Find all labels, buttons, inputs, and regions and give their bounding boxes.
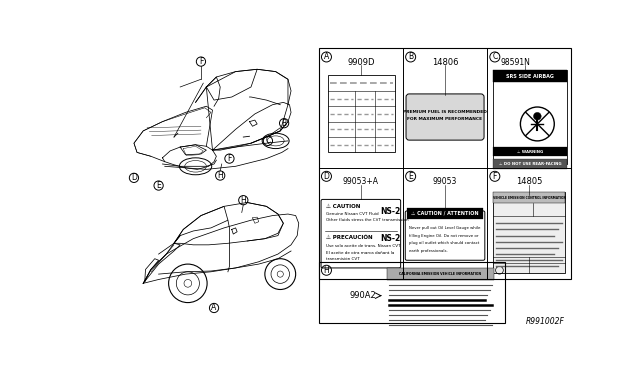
- Text: B: B: [408, 52, 413, 61]
- Text: 14805: 14805: [516, 177, 543, 186]
- Text: 990A2: 990A2: [349, 291, 376, 300]
- Text: F: F: [199, 57, 203, 66]
- Text: 14806: 14806: [432, 58, 458, 67]
- Text: PREMIUM FUEL IS RECOMMENDED: PREMIUM FUEL IS RECOMMENDED: [403, 110, 487, 113]
- Text: 9909D: 9909D: [347, 58, 374, 67]
- Text: ⚠ WARNING: ⚠ WARNING: [517, 150, 543, 154]
- Text: 98591N: 98591N: [501, 58, 531, 67]
- Text: ⚠ PRECAUCIÓN: ⚠ PRECAUCIÓN: [326, 236, 373, 241]
- Bar: [493, 147, 566, 156]
- Text: NS-2: NS-2: [380, 234, 401, 243]
- Circle shape: [534, 112, 541, 120]
- Text: El aceite de otra marca dañará la: El aceite de otra marca dañará la: [326, 250, 395, 254]
- Text: Other fluids stress the CVT transmission: Other fluids stress the CVT transmission: [326, 218, 409, 222]
- Text: R991002F: R991002F: [526, 317, 565, 326]
- Text: C: C: [266, 137, 271, 145]
- Text: earth professionals.: earth professionals.: [409, 249, 448, 253]
- Bar: [493, 70, 566, 164]
- Text: ⚠ CAUTION / ATTENTION: ⚠ CAUTION / ATTENTION: [412, 211, 479, 216]
- Bar: [319, 262, 505, 323]
- Text: D: D: [324, 172, 330, 181]
- Bar: [407, 208, 483, 219]
- Bar: [493, 192, 565, 273]
- Text: D: D: [131, 173, 137, 182]
- Text: SRS SIDE AIRBAG: SRS SIDE AIRBAG: [506, 74, 554, 79]
- Text: 99053+A: 99053+A: [343, 177, 379, 186]
- Text: F: F: [493, 172, 497, 181]
- Text: transmisión CVT: transmisión CVT: [326, 257, 360, 261]
- FancyBboxPatch shape: [406, 94, 484, 140]
- Text: H: H: [324, 266, 330, 275]
- Text: 99053: 99053: [433, 177, 457, 186]
- Text: CALIFORNIA EMISSION VEHICLE INFORMATION: CALIFORNIA EMISSION VEHICLE INFORMATION: [399, 272, 481, 276]
- Text: A: A: [324, 52, 329, 61]
- Bar: [493, 159, 566, 169]
- Text: ⚠ DO NOT USE REAR-FACING: ⚠ DO NOT USE REAR-FACING: [499, 162, 561, 166]
- Text: filling Engine Oil. Do not remove or: filling Engine Oil. Do not remove or: [409, 234, 479, 238]
- Text: Genuine Nissan CVT Fluid: Genuine Nissan CVT Fluid: [326, 212, 379, 216]
- Text: E: E: [156, 181, 161, 190]
- Text: FOR MAXIMUM PERFORMANCE: FOR MAXIMUM PERFORMANCE: [408, 117, 483, 121]
- Text: A: A: [211, 304, 217, 312]
- Text: H: H: [241, 196, 246, 205]
- Text: ⚠ CAUTION: ⚠ CAUTION: [326, 204, 361, 209]
- Text: F: F: [227, 154, 232, 163]
- Text: VEHICLE EMISSION CONTROL INFORMATION: VEHICLE EMISSION CONTROL INFORMATION: [493, 196, 566, 200]
- Bar: [387, 268, 494, 280]
- Text: H: H: [218, 171, 223, 180]
- Text: Use solo aceite de trans. Nissan CVT: Use solo aceite de trans. Nissan CVT: [326, 244, 401, 248]
- Bar: [319, 48, 572, 279]
- Text: plug oil outlet which should contact: plug oil outlet which should contact: [409, 241, 479, 245]
- Bar: [493, 192, 565, 203]
- Bar: [493, 70, 566, 82]
- Text: NS-2: NS-2: [380, 207, 401, 216]
- Text: B: B: [282, 119, 287, 128]
- Bar: [328, 76, 396, 153]
- Text: E: E: [408, 172, 413, 181]
- Text: C: C: [492, 52, 497, 61]
- Text: Never pull out Oil Level Gauge while: Never pull out Oil Level Gauge while: [409, 226, 481, 230]
